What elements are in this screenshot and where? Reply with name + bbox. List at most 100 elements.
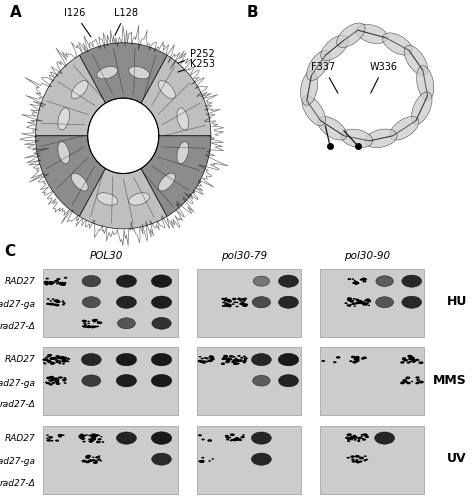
Circle shape: [243, 305, 247, 307]
Circle shape: [64, 277, 67, 279]
Circle shape: [231, 361, 236, 363]
Circle shape: [237, 355, 241, 357]
Circle shape: [43, 362, 46, 364]
Circle shape: [234, 362, 237, 364]
Ellipse shape: [117, 432, 137, 444]
Circle shape: [55, 360, 60, 363]
Text: F337: F337: [311, 62, 338, 93]
Circle shape: [408, 357, 411, 359]
Circle shape: [232, 439, 235, 441]
Circle shape: [232, 439, 237, 441]
Circle shape: [58, 361, 62, 363]
Circle shape: [101, 441, 104, 443]
Circle shape: [235, 439, 238, 440]
Circle shape: [351, 302, 356, 305]
Circle shape: [58, 376, 62, 379]
Circle shape: [82, 460, 87, 462]
Circle shape: [91, 434, 97, 437]
Text: I126: I126: [64, 9, 91, 37]
Circle shape: [352, 437, 356, 439]
Circle shape: [240, 357, 243, 359]
Circle shape: [356, 282, 360, 284]
Ellipse shape: [82, 276, 100, 287]
Circle shape: [98, 438, 101, 441]
Circle shape: [407, 362, 410, 364]
Circle shape: [228, 358, 232, 360]
Circle shape: [85, 461, 90, 463]
Text: HU: HU: [447, 295, 467, 308]
Circle shape: [242, 304, 246, 307]
Text: W336: W336: [370, 62, 398, 93]
Bar: [197, 348, 301, 415]
Circle shape: [243, 362, 246, 364]
Text: MMS: MMS: [433, 374, 467, 387]
Circle shape: [56, 362, 59, 363]
Circle shape: [53, 303, 57, 306]
Circle shape: [86, 455, 91, 457]
Circle shape: [48, 436, 53, 439]
Circle shape: [63, 357, 67, 359]
Circle shape: [91, 459, 96, 461]
Ellipse shape: [58, 142, 70, 164]
Circle shape: [50, 380, 54, 382]
Circle shape: [354, 280, 356, 281]
Circle shape: [363, 459, 367, 461]
Circle shape: [229, 440, 233, 441]
Circle shape: [240, 303, 244, 305]
Circle shape: [224, 299, 227, 300]
Circle shape: [62, 379, 66, 381]
Ellipse shape: [58, 108, 70, 130]
Circle shape: [365, 459, 368, 460]
Circle shape: [87, 460, 91, 462]
Ellipse shape: [158, 173, 175, 191]
Circle shape: [91, 440, 94, 442]
Ellipse shape: [279, 375, 299, 387]
Circle shape: [237, 438, 239, 440]
Circle shape: [97, 322, 100, 324]
Text: pol30-90: pol30-90: [344, 250, 391, 261]
Circle shape: [401, 382, 404, 383]
Circle shape: [405, 376, 410, 379]
Circle shape: [355, 299, 359, 301]
Circle shape: [56, 278, 61, 280]
Circle shape: [355, 283, 358, 285]
Circle shape: [347, 438, 351, 440]
Circle shape: [353, 358, 358, 360]
Circle shape: [55, 380, 59, 383]
Circle shape: [224, 357, 228, 359]
Circle shape: [85, 434, 88, 436]
Circle shape: [228, 299, 231, 300]
Ellipse shape: [411, 92, 432, 124]
Circle shape: [91, 439, 94, 441]
Circle shape: [408, 358, 411, 360]
Circle shape: [44, 282, 48, 284]
Circle shape: [224, 304, 228, 306]
Ellipse shape: [302, 96, 326, 126]
Circle shape: [400, 382, 405, 384]
Ellipse shape: [129, 193, 150, 205]
Ellipse shape: [152, 453, 172, 465]
Text: L128: L128: [114, 9, 138, 35]
Circle shape: [82, 325, 86, 327]
Circle shape: [228, 437, 231, 439]
Ellipse shape: [356, 25, 388, 43]
Circle shape: [58, 436, 62, 438]
Circle shape: [226, 358, 230, 361]
Circle shape: [229, 355, 234, 358]
Circle shape: [409, 361, 412, 363]
Circle shape: [242, 360, 246, 363]
Circle shape: [235, 358, 237, 359]
Circle shape: [400, 361, 404, 364]
Circle shape: [222, 358, 225, 360]
Circle shape: [223, 355, 228, 358]
Circle shape: [48, 281, 53, 284]
Circle shape: [361, 438, 364, 439]
Circle shape: [345, 437, 349, 439]
Circle shape: [233, 362, 238, 365]
Circle shape: [227, 300, 232, 303]
Circle shape: [347, 305, 351, 307]
Circle shape: [83, 322, 86, 324]
Circle shape: [89, 435, 92, 437]
Text: K253: K253: [178, 59, 215, 72]
Circle shape: [93, 320, 96, 322]
